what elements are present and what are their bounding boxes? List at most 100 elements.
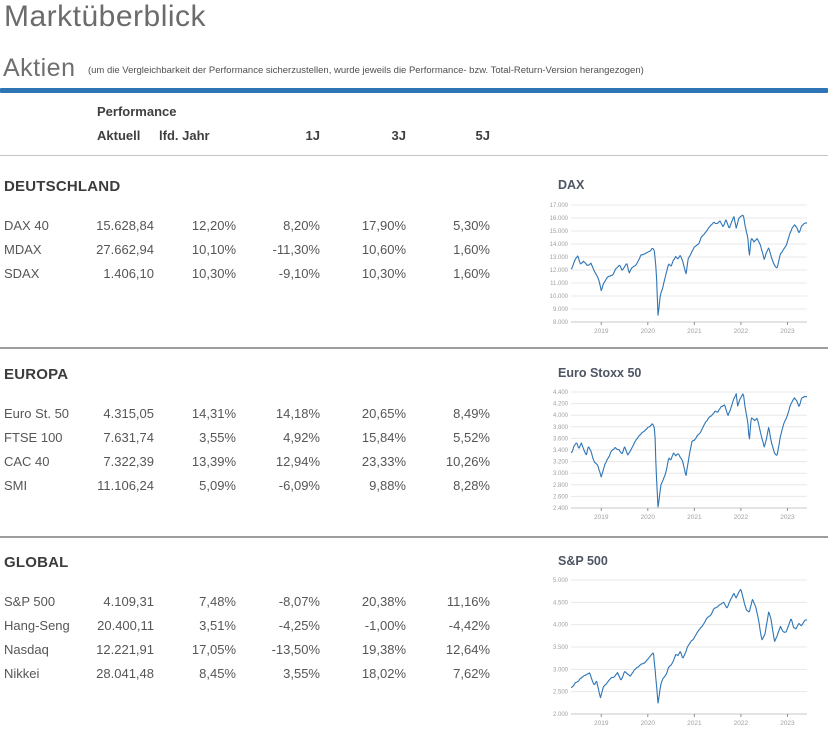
chart-title: DAX	[558, 178, 585, 192]
value-cell-3j: 10,30%	[361, 266, 406, 281]
column-group-performance: Performance	[97, 104, 177, 119]
value-cell-aktuell: 11.106,24	[97, 478, 154, 493]
value-cell-lfd-jahr: 3,51%	[199, 618, 236, 633]
value-cell-5j: 8,49%	[453, 406, 490, 421]
index-label: S&P 500	[4, 594, 56, 609]
table-row: SDAX 1.406,10 10,30% -9,10% 10,30% 1,60%	[0, 262, 490, 286]
value-cell-lfd-jahr: 5,09%	[199, 478, 236, 493]
spacer	[0, 124, 92, 148]
x-axis-label: 2022	[734, 720, 749, 727]
y-axis-label: 12.000	[550, 268, 569, 274]
y-axis-label: 17.000	[550, 203, 569, 209]
y-axis-label: 3.800	[553, 425, 569, 431]
y-axis-label: 3.600	[553, 436, 569, 442]
value-cell-aktuell: 7.322,39	[103, 454, 154, 469]
y-axis-label: 2.000	[553, 712, 569, 718]
index-label: CAC 40	[4, 454, 50, 469]
x-axis-label: 2022	[734, 514, 749, 521]
x-axis-label: 2021	[687, 514, 702, 521]
table-row: MDAX 27.662,94 10,10% -11,30% 10,60% 1,60%	[0, 238, 490, 262]
line-chart: 2.400 2.600 2.800 3.000 3.200 3.400 3.600 3.800…	[553, 390, 808, 521]
section-title: EUROPA	[4, 366, 69, 383]
value-cell-lfd-jahr: 8,45%	[199, 666, 236, 681]
header-underline	[0, 155, 828, 156]
value-cell-3j: 17,90%	[361, 218, 406, 233]
section-global: GLOBAL S&P 500 4.109,31 7,48% -8,07% 20,38% 11…	[0, 548, 828, 736]
x-axis-label: 2023	[780, 514, 795, 521]
value-cell-1j: 14,18%	[275, 406, 320, 421]
value-cell-aktuell: 1.406,10	[103, 266, 154, 281]
table-header-group-row: Performance	[0, 100, 828, 124]
y-axis-label: 4.400	[553, 390, 569, 396]
series-line	[570, 393, 808, 508]
spacer	[0, 100, 92, 124]
value-cell-3j: 9,88%	[369, 478, 406, 493]
value-cell-1j: -13,50%	[271, 642, 320, 657]
column-header-3j: 3J	[391, 128, 406, 143]
y-axis-label: 4.000	[553, 413, 569, 419]
column-header-1j: 1J	[305, 128, 320, 143]
index-label: Euro St. 50	[4, 406, 70, 421]
section-title: GLOBAL	[4, 554, 69, 571]
section-europa: EUROPA Euro St. 50 4.315,05 14,31% 14,18% 20,…	[0, 360, 828, 537]
section-deutschland: DEUTSCHLAND DAX 40 15.628,84 12,20% 8,20% 17,…	[0, 172, 828, 348]
chart-title: Euro Stoxx 50	[558, 366, 642, 380]
value-cell-5j: 5,30%	[453, 218, 490, 233]
value-cell-3j: 10,60%	[361, 242, 406, 257]
value-cell-1j: -8,07%	[278, 594, 320, 609]
table-row: S&P 500 4.109,31 7,48% -8,07% 20,38% 11,16%	[0, 590, 490, 614]
value-cell-3j: 20,65%	[361, 406, 406, 421]
accent-divider	[0, 88, 828, 93]
table-row: Nasdaq 12.221,91 17,05% -13,50% 19,38% 12,64%	[0, 638, 490, 662]
y-axis-label: 4.500	[553, 600, 569, 606]
table-row: Hang-Seng 20.400,11 3,51% -4,25% -1,00% -4,42…	[0, 614, 490, 638]
value-cell-5j: 1,60%	[453, 266, 490, 281]
column-header-5j: 5J	[475, 128, 490, 143]
y-axis-label: 3.000	[553, 667, 569, 673]
value-cell-lfd-jahr: 12,20%	[191, 218, 236, 233]
section-title: DEUTSCHLAND	[4, 178, 121, 195]
value-cell-aktuell: 4.109,31	[103, 594, 154, 609]
index-label: Nikkei	[4, 666, 40, 681]
index-label: FTSE 100	[4, 430, 63, 445]
table-header: Performance Aktuell lfd. Jahr 1J 3J 5J	[0, 100, 828, 148]
value-cell-5j: -4,42%	[448, 618, 490, 633]
table-row: DAX 40 15.628,84 12,20% 8,20% 17,90% 5,30%	[0, 214, 490, 238]
section-rows: S&P 500 4.109,31 7,48% -8,07% 20,38% 11,16% Ha…	[0, 590, 490, 686]
value-cell-5j: 5,52%	[453, 430, 490, 445]
value-cell-lfd-jahr: 14,31%	[191, 406, 236, 421]
value-cell-3j: 20,38%	[361, 594, 406, 609]
x-axis-label: 2019	[594, 328, 609, 335]
y-axis-label: 10.000	[550, 294, 569, 300]
value-cell-aktuell: 12.221,91	[96, 642, 154, 657]
x-axis-label: 2023	[780, 720, 795, 727]
y-axis-label: 11.000	[550, 281, 569, 287]
x-axis-label: 2020	[641, 720, 656, 727]
value-cell-1j: -11,30%	[272, 242, 320, 257]
x-axis-label: 2019	[594, 514, 609, 521]
page-title: Marktüberblick	[4, 0, 207, 33]
section-separator	[0, 536, 828, 538]
section-rows: DAX 40 15.628,84 12,20% 8,20% 17,90% 5,30% MDA…	[0, 214, 490, 286]
y-axis-label: 3.200	[553, 460, 569, 466]
table-row: CAC 40 7.322,39 13,39% 12,94% 23,33% 10,26%	[0, 450, 490, 474]
value-cell-3j: 15,84%	[361, 430, 406, 445]
table-row: SMI 11.106,24 5,09% -6,09% 9,88% 8,28%	[0, 474, 490, 498]
y-axis-label: 3.400	[553, 448, 569, 454]
x-axis-label: 2023	[780, 328, 795, 335]
value-cell-lfd-jahr: 13,39%	[191, 454, 236, 469]
value-cell-3j: 19,38%	[361, 642, 406, 657]
value-cell-lfd-jahr: 3,55%	[199, 430, 236, 445]
value-cell-aktuell: 15.628,84	[96, 218, 154, 233]
aktien-heading: Aktien	[3, 54, 76, 82]
value-cell-1j: 3,55%	[283, 666, 320, 681]
y-axis-label: 3.000	[553, 471, 569, 477]
column-header-lfd-jahr: lfd. Jahr	[159, 128, 210, 143]
line-chart: 2.000 2.500 3.000 3.500 4.000 4.500 5.000 2019 2…	[553, 578, 808, 727]
value-cell-5j: 7,62%	[453, 666, 490, 681]
value-cell-lfd-jahr: 10,10%	[191, 242, 236, 257]
y-axis-label: 14.000	[550, 242, 569, 248]
index-label: MDAX	[4, 242, 42, 257]
value-cell-1j: -9,10%	[278, 266, 320, 281]
